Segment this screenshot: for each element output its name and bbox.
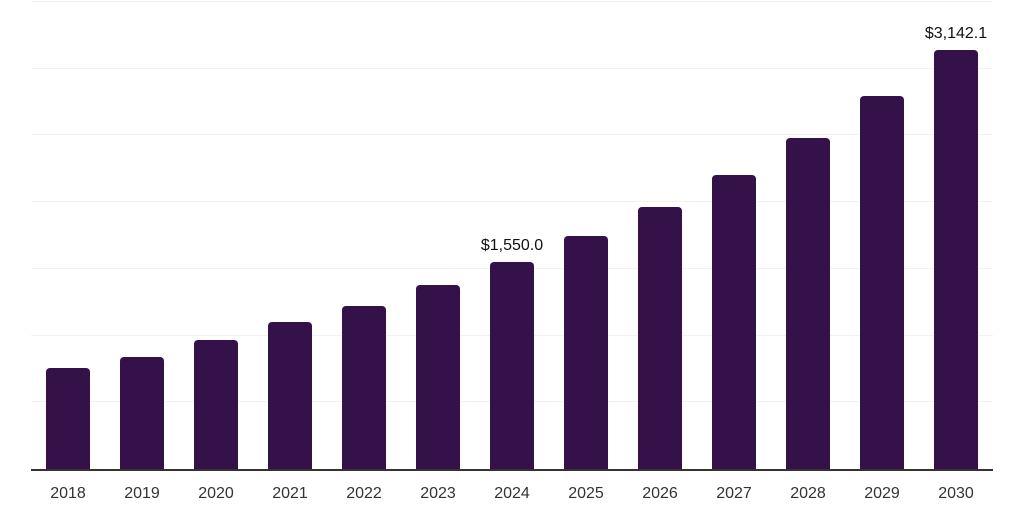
bar-2024 xyxy=(490,262,534,469)
x-tick-label-2018: 2018 xyxy=(50,485,86,502)
x-tick-label-2030: 2030 xyxy=(938,485,974,502)
gridline xyxy=(31,134,993,136)
bar-2021 xyxy=(268,321,312,469)
data-label-2030: $3,142.1 xyxy=(924,24,988,42)
x-tick-label-2025: 2025 xyxy=(568,485,604,502)
bar-2026 xyxy=(638,207,682,469)
bar-2022 xyxy=(342,305,386,469)
x-tick-label-2027: 2027 xyxy=(716,485,752,502)
gridline xyxy=(31,1,993,2)
x-tick-label-2024: 2024 xyxy=(494,485,530,502)
x-tick-label-2026: 2026 xyxy=(642,485,678,502)
x-tick-label-2022: 2022 xyxy=(346,485,382,502)
x-tick-label-2023: 2023 xyxy=(420,485,456,502)
bar-2019 xyxy=(120,357,164,469)
x-tick-label-2020: 2020 xyxy=(198,485,234,502)
bar-2025 xyxy=(564,236,608,469)
x-tick-label-2029: 2029 xyxy=(864,485,900,502)
gridline xyxy=(31,201,993,203)
bar-2029 xyxy=(860,96,904,469)
x-tick-label-2021: 2021 xyxy=(272,485,308,502)
bar-2028 xyxy=(786,137,830,469)
x-tick-label-2019: 2019 xyxy=(124,485,160,502)
bar-2023 xyxy=(416,285,460,469)
data-label-2024: $1,550.0 xyxy=(480,237,544,255)
bar-2030 xyxy=(934,49,978,469)
plot-area: $1,550.0 $3,142.1 xyxy=(31,1,993,471)
bar-2018 xyxy=(46,368,90,469)
x-axis-line xyxy=(31,469,993,471)
bar-2020 xyxy=(194,339,238,469)
bar-2027 xyxy=(712,174,756,469)
gridline xyxy=(31,67,993,69)
x-tick-label-2028: 2028 xyxy=(790,485,826,502)
